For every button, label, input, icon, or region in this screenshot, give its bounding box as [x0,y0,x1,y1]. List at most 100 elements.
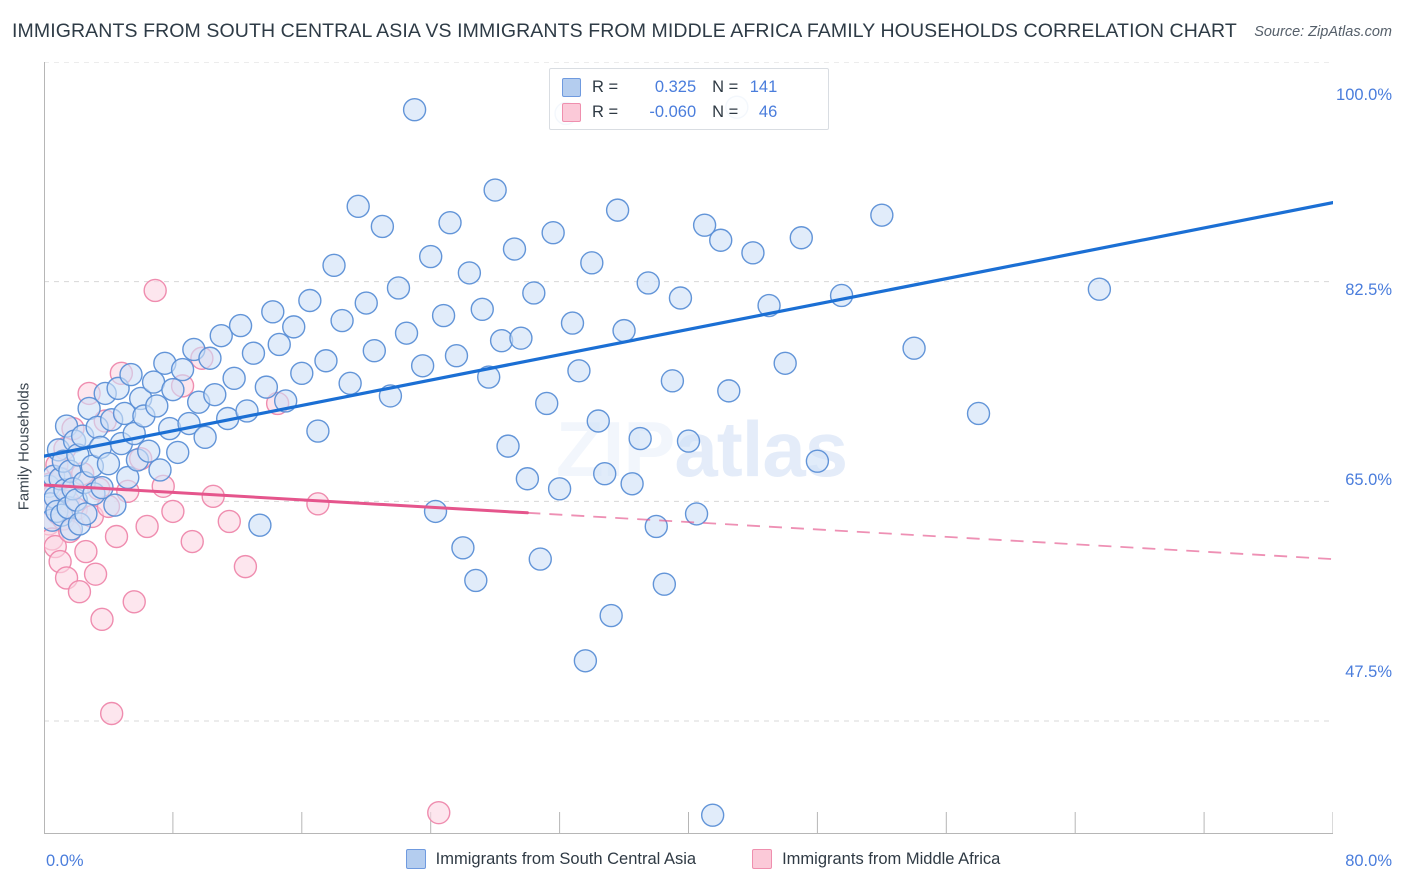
n-value-pink: 46 [758,103,778,121]
n-label-blue: N = [712,78,739,96]
data-point [104,524,129,549]
data-point [717,379,741,403]
data-point [573,649,598,673]
n-label-pink: N = [712,103,739,121]
data-point [119,362,143,387]
data-point [233,554,258,579]
data-point [660,369,685,393]
data-point [322,253,346,278]
data-point [451,536,475,560]
data-point [692,213,717,237]
data-point [96,451,121,476]
data-point [470,297,494,321]
data-point [161,377,185,402]
scatter-svg [44,62,1333,834]
data-point [137,439,161,463]
data-point [709,228,733,252]
data-point [410,354,435,378]
data-point [870,203,894,227]
data-point [254,375,279,399]
data-point [535,391,559,416]
data-point [676,429,701,453]
r-value-blue: 0.325 [654,78,697,96]
data-point [528,547,552,571]
y-tick-label-0: 100.0% [1336,86,1392,104]
data-point [628,426,652,451]
data-point [547,477,572,501]
data-point [290,361,314,386]
data-point [477,365,501,389]
data-point [464,568,488,593]
data-point [248,513,272,537]
data-point [135,514,159,539]
data-point [298,288,322,313]
legend-item-south-central-asia[interactable]: Immigrants from South Central Asia [405,849,696,869]
data-point [668,286,693,310]
data-point [829,283,854,308]
page-title: IMMIGRANTS FROM SOUTH CENTRAL ASIA VS IM… [12,20,1237,42]
legend-item-middle-africa[interactable]: Immigrants from Middle Africa [752,849,1000,869]
data-point [222,366,246,391]
data-point [586,409,610,433]
y-tick-label-2: 65.0% [1345,471,1392,489]
data-point [427,800,451,825]
data-point [145,394,169,418]
trendline-pink-solid [44,483,529,515]
data-point [166,440,190,465]
data-point [805,449,830,473]
data-point [644,514,668,539]
data-point [241,341,266,365]
data-point [67,580,92,604]
data-point [103,493,127,517]
n-value-blue: 141 [749,78,778,96]
data-point [209,323,233,348]
plot-area [44,62,1333,834]
data-point [261,300,285,324]
data-point [966,401,991,426]
data-point [148,458,172,482]
data-point [522,281,546,305]
data-point [362,339,387,363]
data-point [599,603,623,628]
trendline-pink-dashed [527,511,1333,560]
data-point [444,344,469,368]
data-point [203,382,227,407]
data-point [74,502,98,526]
legend-label-middle-africa: Immigrants from Middle Africa [782,849,1001,868]
data-point [228,313,253,338]
data-point [612,318,636,343]
data-point [509,326,533,350]
data-point [567,359,591,383]
data-point [560,311,585,335]
legend-swatch-blue-icon [405,849,426,869]
data-point [741,241,765,265]
y-axis-title: Family Households [12,0,36,892]
data-point [423,499,448,524]
data-point [700,803,725,827]
data-point [314,349,338,373]
data-point [580,251,604,275]
series-points-blue [44,95,1112,827]
data-point [143,278,167,303]
data-point [1087,277,1112,301]
data-point [902,336,926,360]
stats-row-blue: R = 0.325 N = 141 [562,75,818,100]
data-point [90,607,114,632]
series-swatch-pink-icon [562,103,581,122]
data-point [306,419,330,443]
data-point [161,499,185,524]
data-point [502,237,527,261]
data-point [636,271,660,295]
data-point [83,562,108,586]
data-point [496,434,520,458]
data-point [99,701,124,726]
r-label-blue: R = [592,78,619,96]
data-point [773,351,797,375]
data-point [217,509,241,534]
data-point [386,276,411,300]
data-point [652,572,677,596]
data-point [306,492,330,516]
data-point [170,357,195,382]
data-point [74,539,98,564]
